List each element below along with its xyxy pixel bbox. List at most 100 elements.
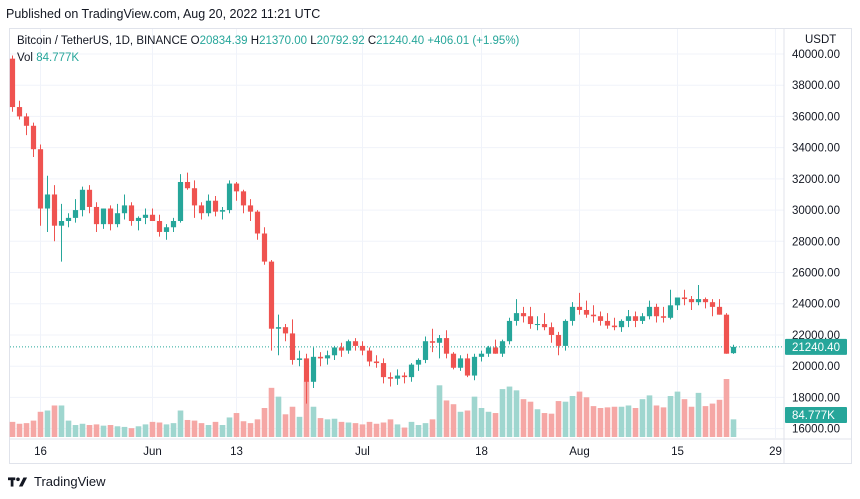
chart-frame	[9, 28, 852, 464]
candle-body	[149, 214, 156, 222]
candle-body	[569, 306, 576, 321]
candle-body	[562, 320, 569, 346]
volume-bar	[170, 423, 177, 437]
volume-bar	[135, 426, 142, 437]
y-tick-label: 28000.00	[792, 236, 840, 248]
candle-body	[338, 347, 345, 351]
volume-bar	[37, 411, 44, 437]
candle-body	[639, 316, 646, 321]
low-value: 20792.92	[316, 35, 365, 47]
candle-body	[576, 306, 583, 310]
high-label: H	[250, 35, 260, 47]
candle-body	[387, 377, 394, 379]
volume-bar	[450, 404, 457, 437]
y-tick-label: 32000.00	[792, 174, 840, 186]
candle-body	[513, 313, 520, 321]
volume-bar	[611, 406, 618, 437]
volume-bar	[324, 419, 331, 437]
volume-bar	[205, 425, 212, 437]
candle-body	[191, 188, 198, 206]
candle-body	[44, 194, 51, 209]
candle-body	[240, 191, 247, 206]
volume-bar	[436, 385, 443, 437]
candle-body	[394, 375, 401, 379]
volume-bar	[401, 427, 408, 437]
candle-body	[268, 261, 275, 329]
candle-body	[604, 320, 611, 326]
candle-body	[506, 320, 513, 342]
candle-body	[359, 345, 366, 351]
candle-body	[695, 299, 702, 303]
volume-bar	[331, 418, 338, 437]
candle-body	[471, 356, 478, 376]
volume-bar	[576, 391, 583, 437]
volume-bar	[653, 405, 660, 437]
candle-body	[142, 214, 149, 218]
tradingview-logo-icon	[8, 476, 28, 487]
candle-body	[597, 316, 604, 321]
candle-body	[527, 316, 534, 325]
candle-body	[590, 314, 597, 317]
candle-body	[135, 217, 142, 222]
candle-body	[408, 364, 415, 378]
candle-body	[86, 189, 93, 207]
volume-bar	[114, 426, 121, 437]
candle-body	[688, 299, 695, 303]
y-tick-label: 34000.00	[792, 143, 840, 155]
candle-body	[296, 358, 303, 360]
volume-bar	[79, 423, 86, 437]
candle-body	[205, 200, 212, 214]
candle-body	[9, 58, 16, 108]
candle-body	[646, 306, 653, 317]
candle-body	[611, 325, 618, 328]
volume-bar	[646, 395, 653, 437]
candle-body	[492, 347, 499, 354]
candle-body	[30, 125, 37, 150]
volume-bar	[625, 405, 632, 437]
volume-bar	[240, 421, 247, 437]
change-value: +406.01 (+1.95%)	[427, 35, 520, 47]
volume-bar	[268, 387, 275, 437]
candle-body	[51, 194, 58, 226]
volume-bar	[681, 399, 688, 437]
symbol-label: Bitcoin / TetherUS, 1D, BINANCE	[17, 35, 188, 47]
x-tick-label: Aug	[569, 446, 589, 458]
candle-body	[177, 181, 184, 222]
volume-bar	[191, 420, 198, 437]
y-tick-label: 20000.00	[792, 361, 840, 373]
open-label: O	[190, 35, 200, 47]
volume-label: Vol	[17, 52, 33, 64]
volume-bar	[555, 401, 562, 437]
candle-body	[254, 211, 261, 234]
y-tick-label: 30000.00	[792, 205, 840, 217]
candle-body	[380, 363, 387, 378]
candle-body	[632, 316, 639, 321]
volume-bar	[261, 408, 268, 437]
candle-body	[653, 306, 660, 317]
volume-bar	[303, 381, 310, 437]
volume-bar	[282, 414, 289, 437]
volume-bar	[345, 422, 352, 437]
candle-body	[709, 302, 716, 307]
candle-body	[352, 341, 359, 346]
high-value: 21370.00	[259, 35, 308, 47]
volume-bar	[394, 424, 401, 437]
y-tick-label: 36000.00	[792, 111, 840, 123]
candle-body	[555, 334, 562, 346]
y-tick-label: 18000.00	[792, 392, 840, 404]
candle-body	[366, 350, 373, 362]
candle-body	[184, 181, 191, 189]
volume-bar	[632, 408, 639, 437]
candle-body	[226, 183, 233, 211]
y-tick-label: 40000.00	[792, 49, 840, 61]
volume-bar	[142, 424, 149, 437]
candle-body	[534, 324, 541, 326]
volume-tag-label: 84.777K	[792, 410, 835, 422]
candle-body	[436, 338, 443, 343]
footer: TradingView	[8, 474, 106, 489]
candle-body	[317, 356, 324, 359]
open-value: 20834.39	[199, 35, 248, 47]
candle-body	[583, 309, 590, 315]
volume-bar	[562, 401, 569, 437]
